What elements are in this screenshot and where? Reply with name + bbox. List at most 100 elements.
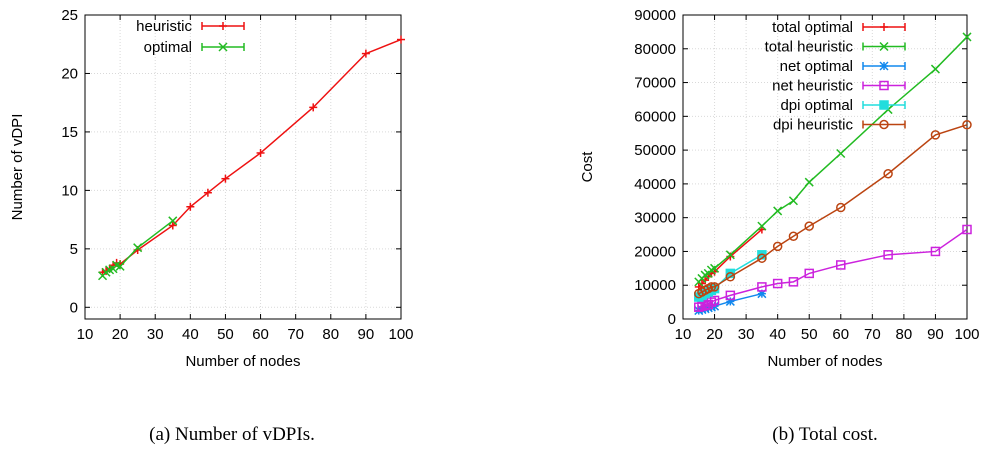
chart-a-series-heuristic-point	[397, 35, 405, 44]
chart-b-series-dpi-heuristic-point	[709, 282, 720, 292]
chart-b-series-total-heuristic-point	[930, 64, 940, 74]
chart-b-series-dpi-heuristic-point	[757, 253, 767, 263]
chart-b-series-dpi-heuristic-point	[962, 120, 972, 130]
chart-b-y-tick-label: 90000	[634, 7, 676, 24]
chart-b-series-total-optimal-point	[697, 279, 706, 288]
chart-b-series-net-heuristic-point	[725, 290, 736, 301]
chart-b-series-net-heuristic-line	[698, 228, 968, 308]
chart-b-series-dpi-heuristic-point	[772, 241, 783, 252]
chart-b-series-dpi-optimal-point	[725, 268, 736, 279]
chart-b-series-net-heuristic-point	[883, 250, 893, 260]
chart-a-x-tick-label: 10	[77, 326, 94, 343]
chart-b-legend-marker	[879, 119, 889, 130]
chart-b-series-net-optimal-point	[706, 302, 716, 312]
chart-b-x-tick-label: 70	[864, 326, 881, 343]
chart-b-legend-label: total heuristic	[765, 39, 854, 56]
chart-b-series-net-heuristic	[694, 224, 972, 312]
chart-a-series-heuristic-point	[309, 103, 318, 112]
chart-b-series-dpi-optimal-point	[694, 292, 704, 302]
chart-a-legend-label: heuristic	[136, 18, 192, 35]
chart-b-series-net-heuristic-point	[700, 300, 710, 311]
chart-b-legend-label: dpi heuristic	[773, 117, 854, 134]
chart-b-series-total-heuristic-point	[804, 177, 814, 187]
chart-b-series-dpi-heuristic-point	[706, 282, 717, 292]
chart-a-series-heuristic-line	[102, 38, 402, 273]
chart-b-series-net-heuristic-point	[703, 299, 713, 310]
chart-b-series-net-optimal-point	[700, 304, 710, 314]
chart-b-caption: (b) Total cost.	[772, 424, 877, 445]
chart-b-series-total-optimal-point	[707, 269, 716, 278]
chart-a-x-tick-label: 90	[358, 326, 375, 343]
chart-b-legend: total optimal total heuristic net optimal n…	[765, 19, 906, 134]
chart-a-x-tick-label: 20	[112, 326, 129, 343]
chart-a-y-axis-label: Number of vDPI	[9, 114, 26, 221]
chart-a-x-tick-label: 80	[322, 326, 339, 343]
chart-a-series-heuristic-point	[256, 148, 265, 157]
chart-b-series-net-heuristic-point	[757, 282, 767, 292]
chart-b-series-dpi-heuristic-point	[697, 287, 707, 297]
chart-b-series-total-heuristic-line	[698, 36, 968, 283]
chart-b-series-net-heuristic-point	[804, 268, 814, 279]
chart-b-series-net-heuristic-point	[772, 278, 783, 289]
chart-b-x-tick-label: 20	[706, 326, 723, 343]
chart-b-series-net-heuristic-point	[694, 302, 704, 312]
chart-b-y-tick-label: 30000	[634, 210, 676, 227]
chart-b-series-total-heuristic-point	[773, 206, 783, 216]
chart-b-series-net-optimal-point	[697, 305, 707, 315]
chart-b-series-total-optimal	[694, 225, 766, 291]
chart-b-legend-label: net optimal	[780, 58, 853, 75]
chart-b-series-total-heuristic-point	[836, 148, 846, 159]
chart-b-x-tick-label: 60	[832, 326, 849, 343]
chart-b-series-total-optimal-point	[710, 267, 719, 276]
chart-b-x-axis-label: Number of nodes	[767, 353, 882, 370]
chart-b-series-total-heuristic	[694, 32, 972, 287]
chart-b-x-tick-label: 50	[801, 326, 818, 343]
chart-b-legend-marker	[879, 100, 889, 110]
chart-b-legend-marker	[880, 23, 888, 31]
chart-b-y-axis-label: Cost	[579, 151, 596, 183]
chart-a-x-tick-label: 40	[182, 326, 199, 343]
chart-b-y-tick-label: 20000	[634, 243, 676, 260]
chart-a-legend-marker	[218, 42, 228, 52]
chart-a-series-optimal-point	[133, 243, 143, 253]
chart-a-x-tick-label: 60	[252, 326, 269, 343]
chart-a-series-heuristic	[98, 35, 405, 277]
chart-b-series-total-heuristic-point	[883, 105, 893, 115]
chart-a-series-heuristic-point	[203, 188, 212, 197]
chart-b-series-total-heuristic-point	[700, 270, 710, 280]
chart-a-series-heuristic-point	[168, 221, 177, 230]
chart-b-series-total-optimal-point	[704, 272, 713, 281]
chart-a-x-tick-label: 50	[217, 326, 234, 343]
chart-b-series-dpi-heuristic	[694, 120, 972, 299]
chart-b-plot-frame	[682, 14, 968, 320]
chart-a-y-tick-label: 15	[61, 124, 78, 141]
chart-b-series-dpi-heuristic-point	[703, 283, 713, 294]
chart-b-series-dpi-heuristic-point	[836, 202, 846, 213]
chart-b-series-dpi-optimal-point	[757, 250, 767, 260]
chart-a-x-tick-label: 70	[287, 326, 304, 343]
chart-b-series-dpi-heuristic-point	[788, 231, 799, 241]
chart-b-x-tick-label: 90	[927, 326, 944, 343]
chart-b-y-tick-label: 60000	[634, 108, 676, 125]
chart-a-grid	[84, 14, 402, 319]
chart-b-series-dpi-heuristic-point	[725, 272, 736, 282]
chart-b-legend-label: net heuristic	[772, 78, 853, 95]
chart-a-series-heuristic-point	[186, 202, 195, 211]
chart-b-series-total-heuristic-point	[788, 196, 798, 206]
chart-b-series-total-heuristic-point	[706, 265, 716, 275]
chart-b-series-dpi-optimal-point	[709, 283, 720, 294]
chart-b-y-tick-label: 40000	[634, 176, 676, 193]
chart-a-y-tick-label: 25	[61, 7, 78, 24]
chart-b-series-total-heuristic-point	[710, 263, 720, 273]
chart-a-legend-label: optimal	[144, 39, 192, 56]
chart-b-series-dpi-optimal-point	[697, 290, 707, 301]
chart-b-series-dpi-heuristic-line	[698, 124, 968, 295]
chart-a-x-axis-label: Number of nodes	[185, 353, 300, 370]
chart-b-legend-label: total optimal	[772, 19, 853, 36]
chart-a-x-tick-label: 30	[147, 326, 164, 343]
chart-b-y-tick-label: 10000	[634, 277, 676, 294]
chart-b-y-tick-label: 50000	[634, 142, 676, 159]
chart-a-caption: (a) Number of vDPIs.	[149, 424, 315, 445]
chart-b-series-total-optimal-point	[726, 252, 735, 261]
chart-b-legend-marker	[879, 80, 889, 91]
